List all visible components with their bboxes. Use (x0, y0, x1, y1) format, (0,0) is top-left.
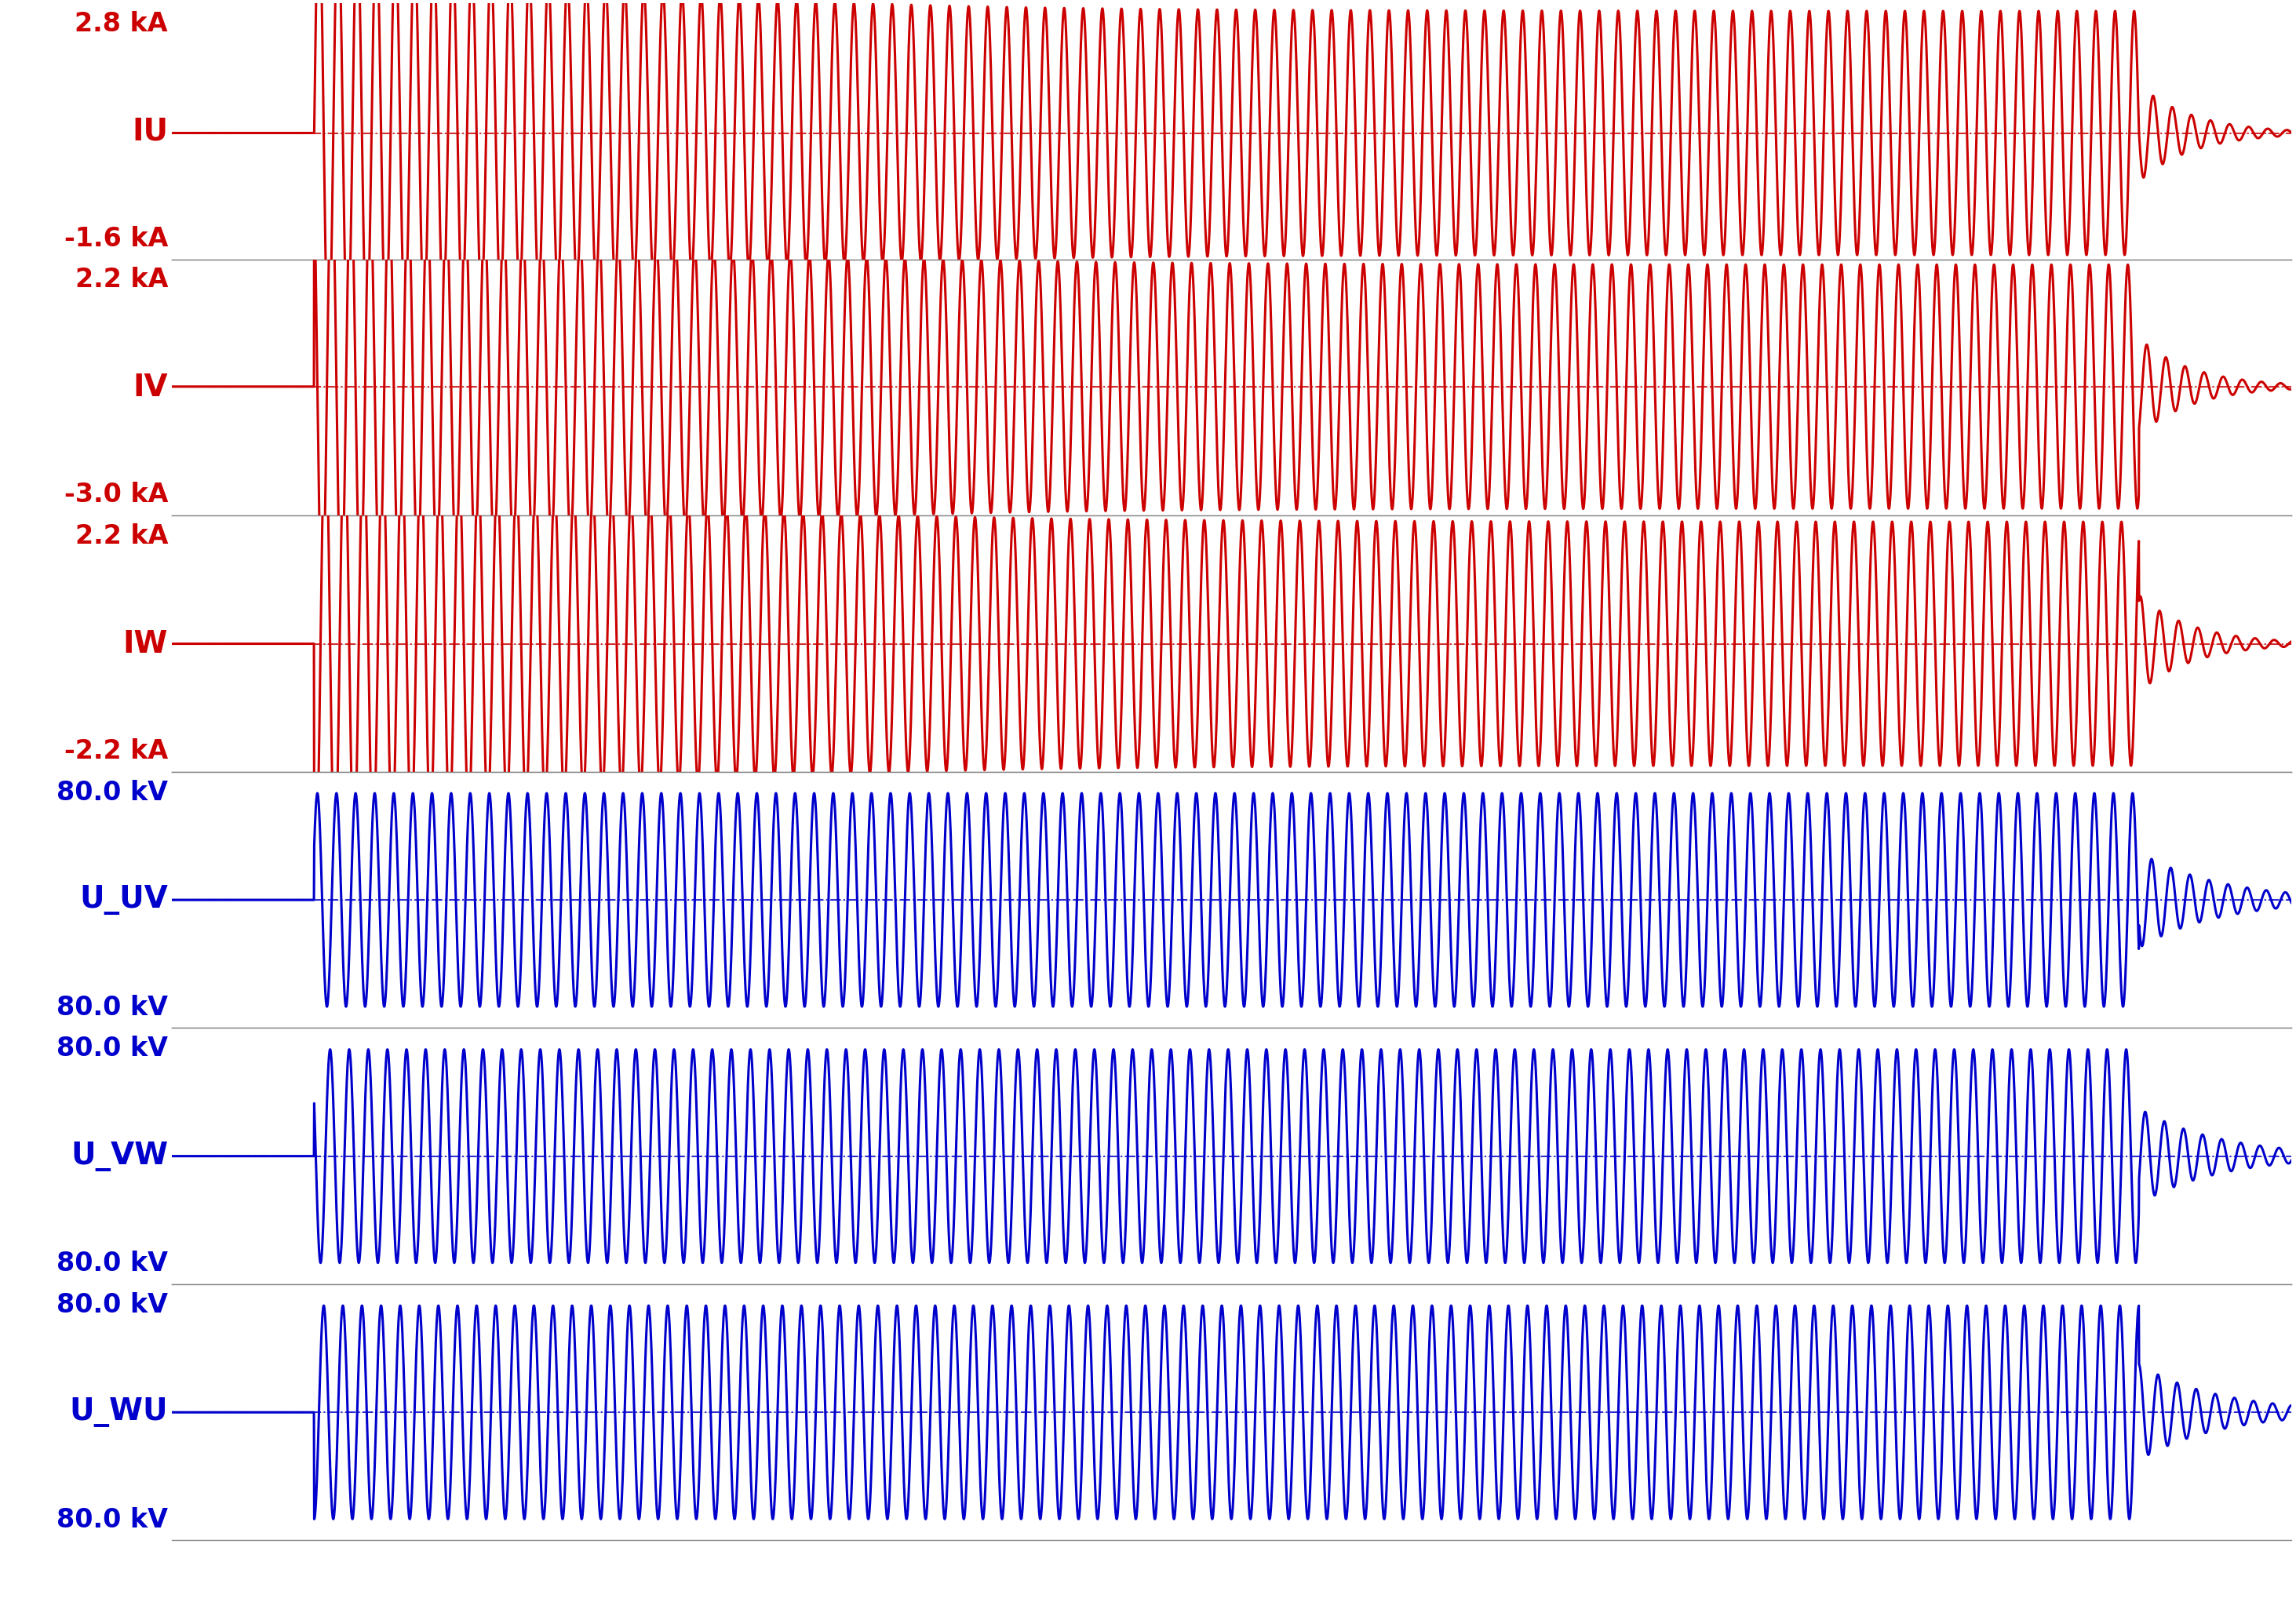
Text: IW: IW (124, 629, 168, 658)
Text: IV: IV (133, 373, 168, 402)
Text: IU: IU (131, 116, 168, 147)
Text: -1.6 kA: -1.6 kA (64, 226, 168, 252)
Text: 80.0 kV: 80.0 kV (57, 1250, 168, 1276)
Text: U_VW: U_VW (71, 1142, 168, 1171)
Text: 750.8 ms: 750.8 ms (2170, 1568, 2285, 1590)
Text: -3.0 kA: -3.0 kA (64, 482, 168, 508)
Text: 80.0 kV: 80.0 kV (57, 995, 168, 1021)
Text: 80.0 kV: 80.0 kV (57, 1036, 168, 1061)
Text: U_WU: U_WU (69, 1397, 168, 1428)
Text: 2.2 kA: 2.2 kA (76, 523, 168, 548)
Text: Sweep#: 1467.4 ms: Sweep#: 1467.4 ms (11, 1568, 257, 1590)
Text: 80.0 kV: 80.0 kV (57, 779, 168, 805)
Text: 2.8 kA: 2.8 kA (76, 11, 168, 37)
Text: 2.2 kA: 2.2 kA (76, 268, 168, 294)
Text: 50.00 ms/div: 50.00 ms/div (1061, 1568, 1235, 1590)
Text: 80.0 kV: 80.0 kV (57, 1292, 168, 1318)
Text: -2.2 kA: -2.2 kA (64, 739, 168, 765)
Text: U_UV: U_UV (80, 886, 168, 915)
Text: 80.0 kV: 80.0 kV (57, 1507, 168, 1532)
